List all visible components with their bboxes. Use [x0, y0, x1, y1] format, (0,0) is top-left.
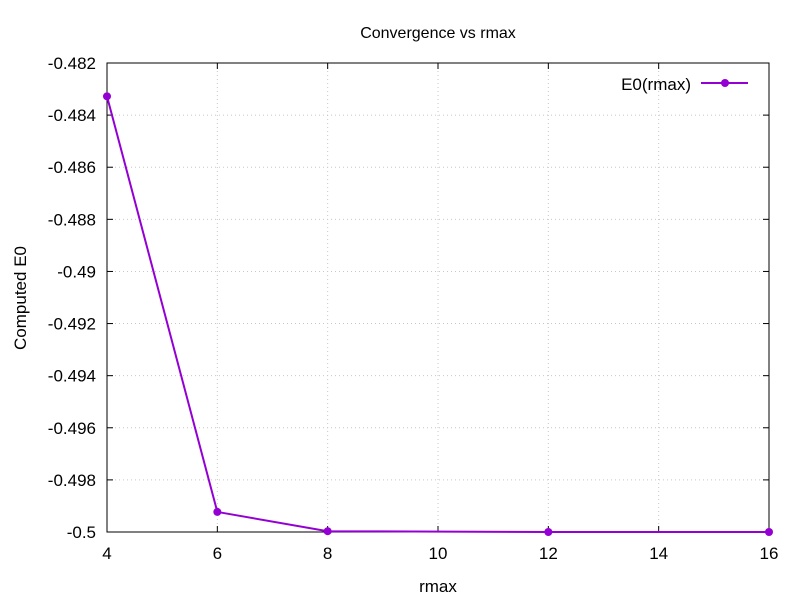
x-tick-label: 6 [213, 544, 222, 563]
legend-label: E0(rmax) [621, 75, 691, 94]
x-tick-label: 12 [539, 544, 558, 563]
series-layer [103, 92, 773, 536]
y-tick-label: -0.498 [48, 471, 96, 490]
y-tick-label: -0.5 [67, 523, 96, 542]
legend-marker [721, 79, 729, 87]
data-point [213, 507, 222, 516]
y-tick-label: -0.49 [57, 262, 96, 281]
chart-title: Convergence vs rmax [360, 25, 516, 42]
data-point [544, 528, 553, 536]
x-tick-label: 14 [649, 544, 668, 563]
x-tick-label: 4 [102, 544, 111, 563]
y-axis-label: Computed E0 [11, 246, 30, 350]
y-tick-label: -0.496 [48, 419, 96, 438]
x-tick-label: 10 [429, 544, 448, 563]
legend: E0(rmax) [621, 75, 748, 94]
data-point [765, 528, 773, 536]
y-tick-label: -0.492 [48, 315, 96, 334]
x-tick-label: 16 [760, 544, 779, 563]
y-tick-label: -0.486 [48, 158, 96, 177]
y-tick-labels: -0.5 -0.498 -0.496 -0.494 -0.492 -0.49 -0.488 -… [48, 54, 96, 542]
data-point [323, 527, 332, 536]
y-tick-label: -0.488 [48, 210, 96, 229]
x-tick-label: 8 [323, 544, 332, 563]
y-tick-label: -0.482 [48, 54, 96, 73]
x-tick-labels: 4 6 8 10 12 14 16 [102, 544, 778, 563]
data-point [103, 92, 111, 101]
x-axis-label: rmax [419, 577, 457, 596]
y-tick-label: -0.484 [48, 106, 96, 125]
y-tick-label: -0.494 [48, 367, 96, 386]
